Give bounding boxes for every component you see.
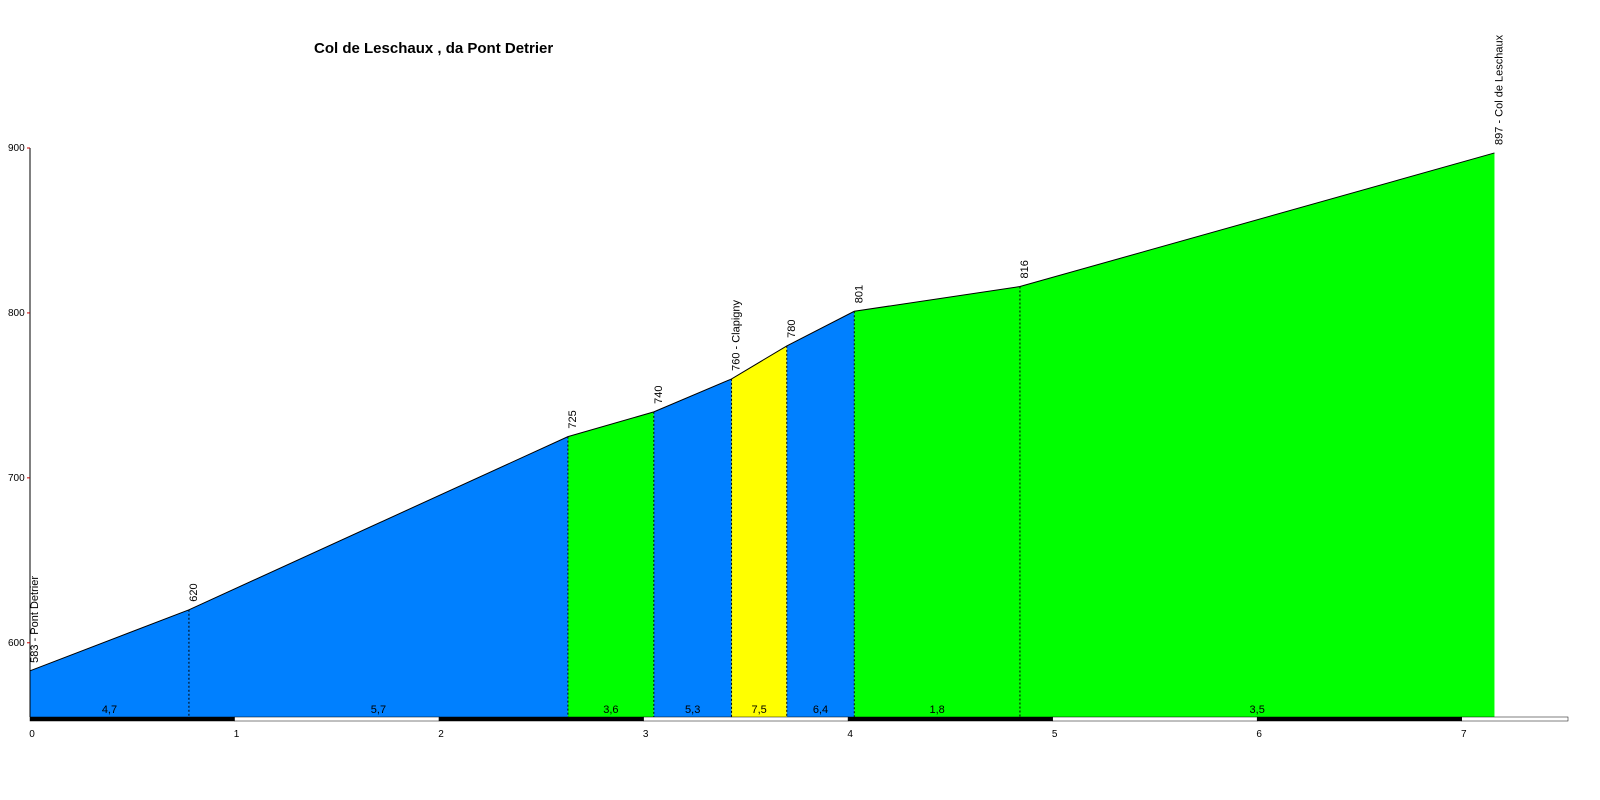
x-tick-label: 0 [29, 729, 35, 740]
segment [731, 345, 787, 717]
gradient-label: 5,3 [685, 704, 700, 716]
gradient-label: 1,8 [929, 704, 944, 716]
y-tick-label: 900 [8, 143, 25, 154]
x-axis-stripe [1461, 716, 1569, 722]
x-tick-label: 4 [847, 729, 853, 740]
x-tick-label: 5 [1052, 729, 1058, 740]
segment [854, 286, 1020, 717]
x-axis-stripe [847, 716, 1053, 722]
x-axis-stripe [1256, 716, 1462, 722]
point-label: 620 [188, 583, 200, 601]
point-label: 583 - Pont Detrier [29, 576, 41, 663]
y-tick-label: 600 [8, 638, 25, 649]
gradient-label: 3,6 [603, 704, 618, 716]
segment [1019, 152, 1495, 718]
point-label: 816 [1019, 260, 1031, 278]
x-tick-label: 2 [438, 729, 444, 740]
segment [567, 411, 654, 717]
gradient-label: 4,7 [102, 704, 117, 716]
segment [786, 311, 855, 717]
x-tick-label: 6 [1256, 729, 1262, 740]
segment [30, 609, 189, 717]
gradient-label: 6,4 [813, 704, 828, 716]
x-axis-stripe [438, 716, 644, 722]
x-axis-stripe [29, 716, 235, 722]
x-axis-stripe [643, 716, 849, 722]
point-label: 801 [853, 285, 865, 303]
x-axis-stripe [1052, 716, 1258, 722]
point-label: 897 - Col de Leschaux [1493, 34, 1505, 145]
gradient-label: 5,7 [371, 704, 386, 716]
y-tick-label: 700 [8, 473, 25, 484]
point-label: 760 - Clapigny [731, 299, 743, 370]
x-tick-label: 3 [643, 729, 649, 740]
segment [653, 378, 732, 717]
x-axis-stripe [234, 716, 440, 722]
x-tick-label: 1 [234, 729, 240, 740]
segment [188, 436, 568, 717]
point-label: 780 [786, 320, 798, 338]
gradient-label: 3,5 [1250, 704, 1265, 716]
chart-title: Col de Leschaux , da Pont Detrier [314, 40, 553, 57]
point-label: 740 [653, 386, 665, 404]
point-label: 725 [567, 410, 579, 428]
y-tick-label: 800 [8, 308, 25, 319]
x-tick-label: 7 [1461, 729, 1467, 740]
gradient-label: 7,5 [752, 704, 767, 716]
